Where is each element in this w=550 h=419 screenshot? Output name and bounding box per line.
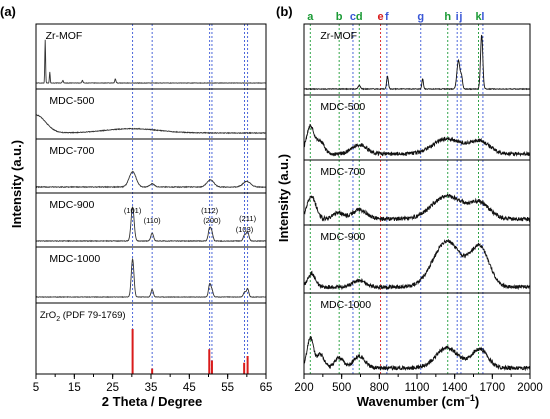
x-tick-label: 15 [68,382,81,394]
raman-x-axis-main: Wavenumber (cm [357,394,465,409]
raman-x-axis-tail: ) [475,394,479,409]
raman-series-group [303,34,531,372]
zro2-reference-sticks: ZrO2 (PDF 79-1769) [40,310,249,374]
band-marker-c: c [350,11,356,23]
xrd-series-labels: Zr-MOF MDC-500 MDC-700 MDC-900 MDC-1000 [46,30,101,265]
raman-y-axis-title: Intensity (a.u.) [276,154,291,242]
peak-label: (211) [239,214,256,223]
band-marker-h: h [444,11,451,23]
peak-label: (200) [203,216,221,225]
x-tick-label: 1100 [405,382,430,394]
series-trace-MDC-1000 [303,335,531,372]
band-marker-f: f [385,11,389,23]
series-label-MDC-700: MDC-700 [49,145,94,157]
xrd-x-axis-title: 2 Theta / Degree [102,394,202,409]
peak-label: (103) [236,225,254,234]
raman-x-axis-sup: −1 [465,393,475,403]
series-label-MDC-900: MDC-900 [320,231,365,243]
band-marker-d: d [356,11,363,23]
band-marker-b: b [336,11,343,23]
x-tick-label: 5 [33,382,39,394]
x-tick-label: 500 [332,382,351,394]
x-tick-label: 1700 [480,382,506,394]
panel-b-label: (b) [276,4,293,19]
reference-label-main: ZrO [40,310,56,321]
series-label-Zr-MOF: Zr-MOF [320,30,357,42]
xrd-series-group [35,39,267,298]
series-label-MDC-500: MDC-500 [320,101,365,113]
raman-series-labels: Zr-MOF MDC-500 MDC-700 MDC-900 MDC-1000 [320,30,371,311]
xrd-y-axis-title: Intensity (a.u.) [9,140,24,228]
peak-label: (110) [144,216,161,225]
xrd-panel: (a) (101)(110)(112)(200)(103)(211) ZrO2 … [0,4,272,409]
raman-x-axis-title: Wavenumber (cm−1) [357,393,480,409]
reference-label-rest: (PDF 79-1769) [60,310,125,321]
reference-label: ZrO2 (PDF 79-1769) [40,310,126,323]
peak-label: (101) [124,206,142,215]
band-marker-g: g [417,11,424,23]
band-marker-j: j [458,11,462,23]
band-marker-e: e [378,11,384,23]
series-label-Zr-MOF: Zr-MOF [46,30,83,42]
peak-index-labels: (101)(110) (112)(200) (103) (211) [124,206,257,234]
series-label-MDC-700: MDC-700 [320,166,365,178]
raman-frame [303,23,531,375]
series-trace-MDC-700 [303,193,531,223]
band-marker-k: k [475,11,482,23]
x-tick-label: 65 [260,382,273,394]
series-label-MDC-1000: MDC-1000 [49,253,100,265]
x-tick-label: 2000 [517,382,543,394]
series-trace-MDC-900 [303,239,531,291]
reference-dashed-lines [132,24,249,374]
xrd-x-ticks: 5 15 25 35 45 55 65 [33,374,273,394]
panel-a-label: (a) [0,4,16,19]
series-trace-MDC-500 [303,123,531,157]
series-trace-MDC-900 [35,206,267,243]
reference-label-sub: 2 [56,316,60,323]
x-tick-label: 200 [294,382,313,394]
band-marker-a: a [307,11,314,23]
series-trace-Zr-MOF [303,34,531,91]
series-trace-Zr-MOF [35,39,266,84]
series-trace-MDC-700 [35,170,267,189]
x-tick-label: 25 [106,382,119,394]
x-tick-label: 800 [370,382,389,394]
x-tick-label: 45 [183,382,196,394]
series-trace-MDC-1000 [35,257,267,298]
band-marker-l: l [481,11,484,23]
peak-label: (112) [201,206,218,215]
series-label-MDC-500: MDC-500 [49,95,94,107]
series-trace-MDC-500 [35,114,267,135]
x-tick-label: 1400 [442,382,468,394]
series-label-MDC-1000: MDC-1000 [320,299,371,311]
raman-x-ticks: 200 500 800 1100 1400 1700 2000 [294,374,543,394]
series-label-MDC-900: MDC-900 [49,199,94,211]
x-tick-label: 35 [145,382,158,394]
plot-border [303,23,531,375]
x-tick-label: 55 [221,382,234,394]
band-marker-i: i [456,11,459,23]
